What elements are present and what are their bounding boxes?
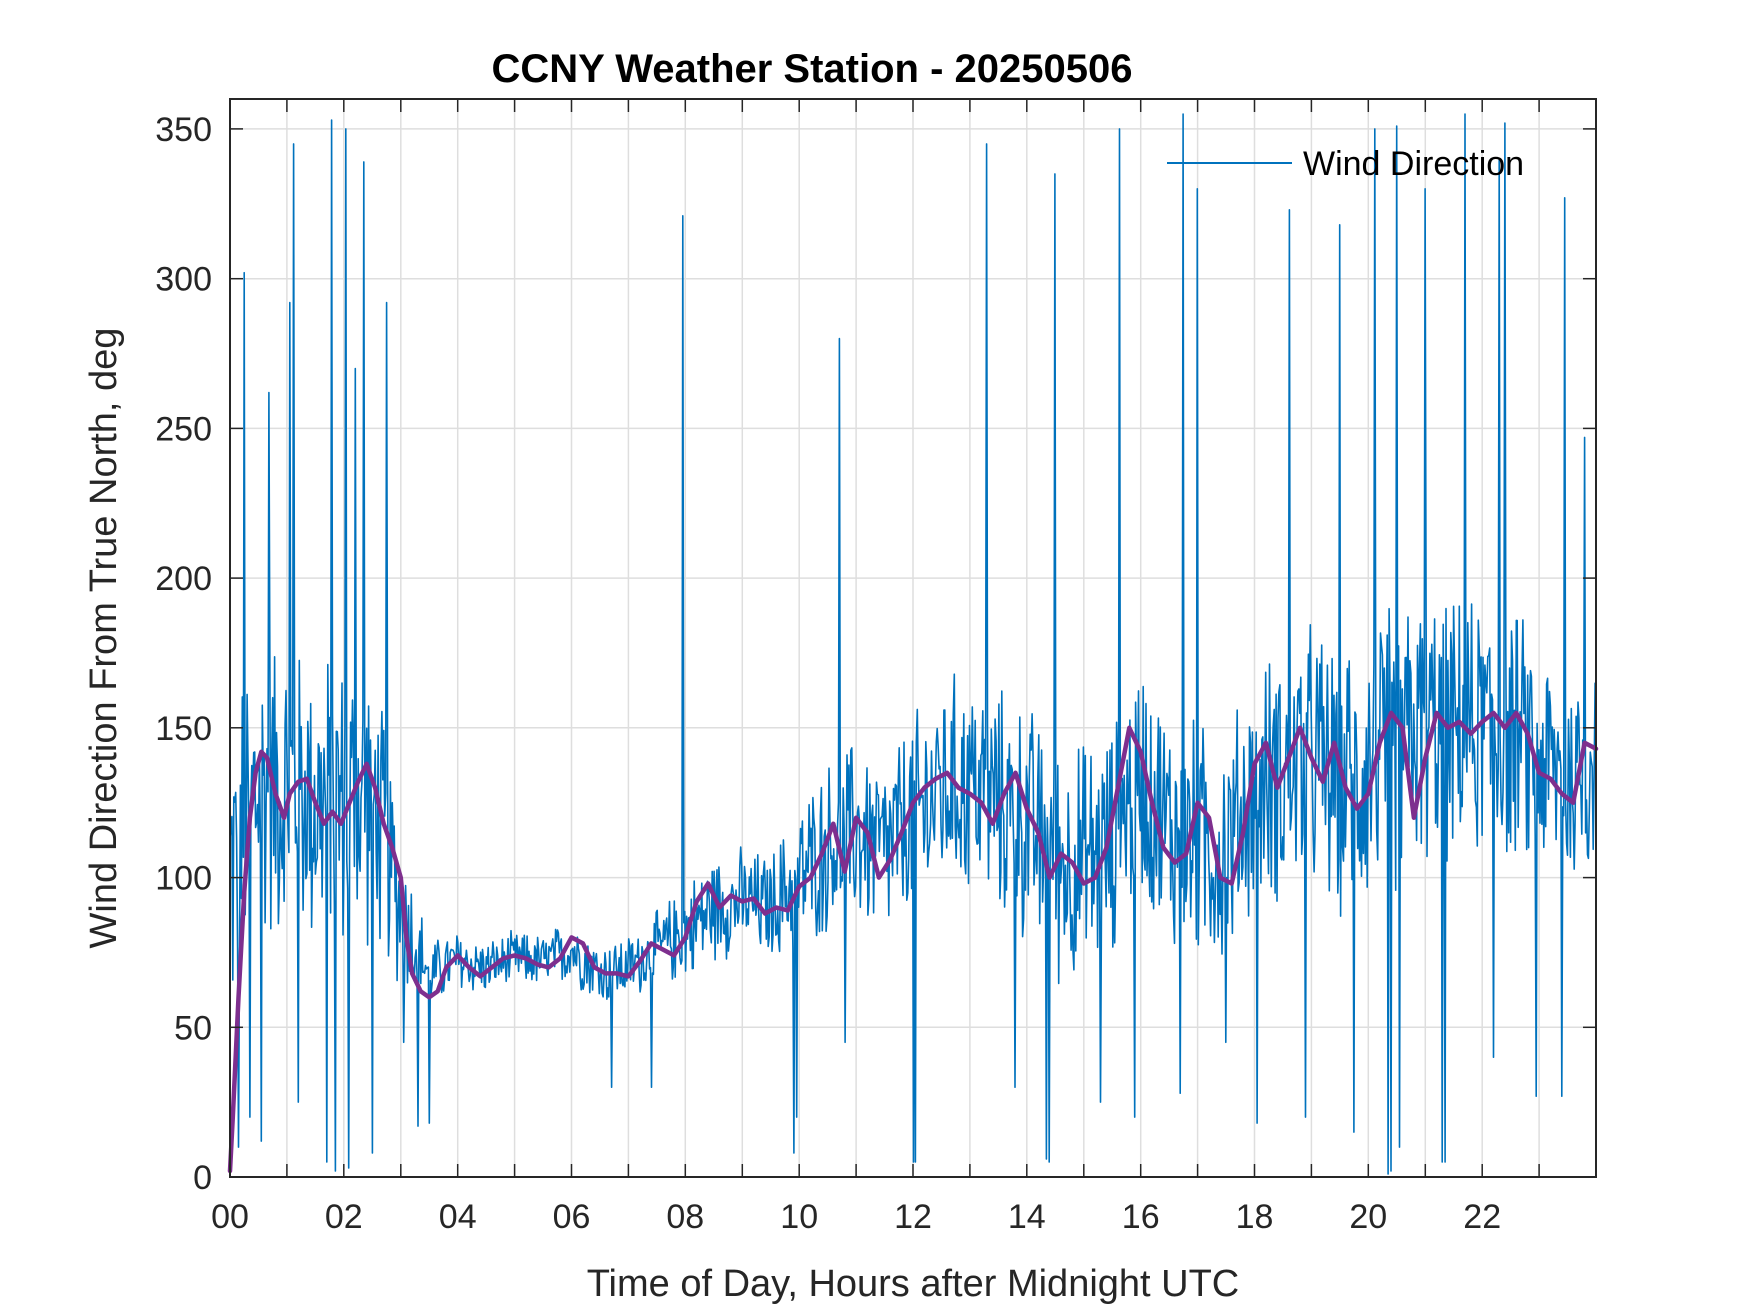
legend-label-wind-direction: Wind Direction [1303,145,1524,183]
x-tick-label: 18 [1236,1198,1274,1236]
x-tick-label: 06 [553,1198,591,1236]
y-tick-label: 0 [193,1159,212,1197]
axis-ticks [229,99,1597,1178]
x-tick-label: 22 [1463,1198,1501,1236]
y-tick-label: 250 [155,410,212,448]
x-tick-label: 08 [666,1198,704,1236]
y-tick-label: 200 [155,560,212,598]
x-tick-labels: 00 02 04 06 08 10 12 14 16 18 20 22 [211,1198,1501,1236]
wind-direction-line [229,113,1597,1175]
x-tick-label: 20 [1349,1198,1387,1236]
x-tick-label: 10 [780,1198,818,1236]
x-tick-label: 14 [1008,1198,1046,1236]
x-tick-label: 00 [211,1198,249,1236]
x-axis-label: Time of Day, Hours after Midnight UTC [587,1263,1240,1305]
x-tick-label: 16 [1122,1198,1160,1236]
series-layer [227,113,1599,1175]
y-tick-label: 350 [155,111,212,149]
y-tick-label: 300 [155,261,212,299]
y-tick-labels: 0 50 100 150 200 250 300 350 [155,111,212,1197]
y-tick-label: 50 [174,1009,212,1047]
x-tick-label: 12 [894,1198,932,1236]
chart-title: CCNY Weather Station - 20250506 [492,47,1133,91]
x-tick-label: 04 [439,1198,477,1236]
smoothed-wind-direction-line [227,710,1599,1174]
y-axis-label: Wind Direction From True North, deg [83,328,125,949]
x-tick-label: 02 [325,1198,363,1236]
y-tick-label: 100 [155,860,212,898]
legend: Wind Direction [1167,145,1524,183]
y-tick-label: 150 [155,710,212,748]
